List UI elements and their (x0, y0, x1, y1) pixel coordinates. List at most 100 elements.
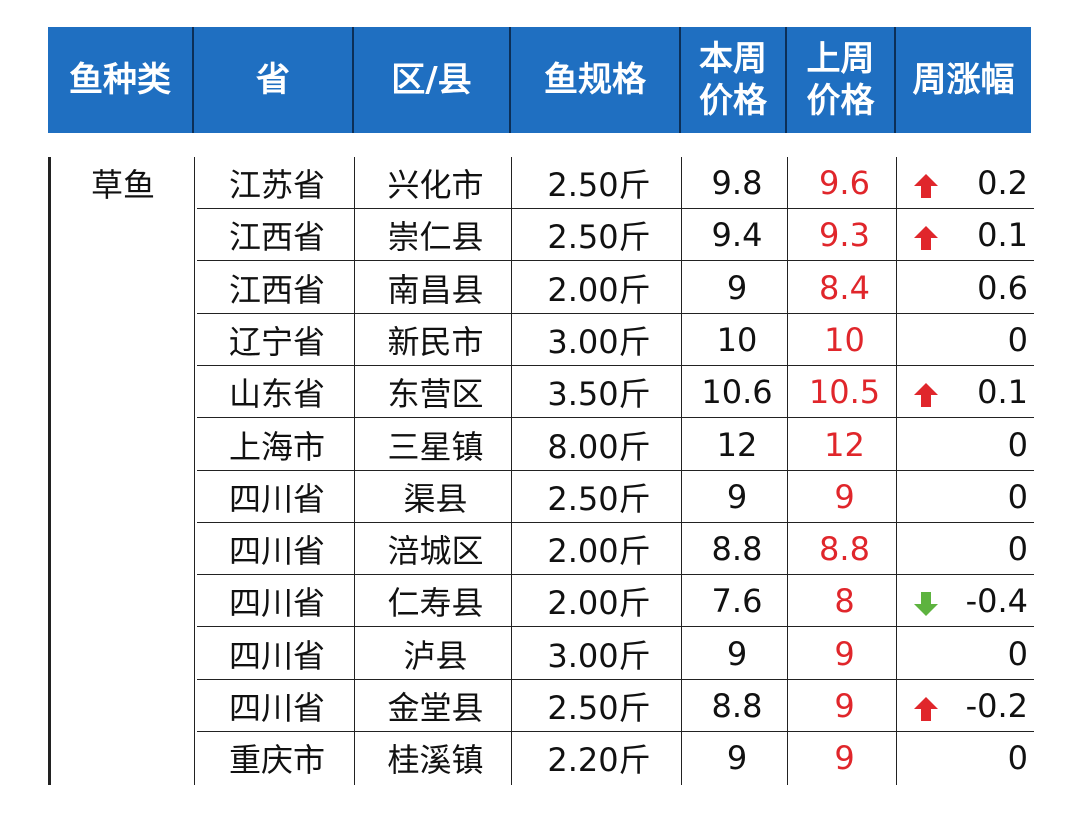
weekly-change-value: 0.6 (977, 268, 1028, 307)
weekly-change-cell: -0.2 (899, 680, 1034, 732)
district-cell: 渠县 (403, 479, 468, 518)
weekly-change-value: 0 (1007, 530, 1028, 569)
this-week-price-cell: 9.4 (711, 216, 763, 255)
weekly-change-cell: -0.4 (899, 575, 1034, 627)
table-row: 四川省 涪城区 2.00斤 8.8 8.8 0 (197, 523, 1034, 576)
last-week-price-cell: 9 (834, 739, 855, 778)
table-row: 重庆市 桂溪镇 2.20斤 9 9 0 (197, 732, 1034, 784)
row-divider (197, 731, 1034, 732)
weekly-change-cell: 0 (899, 732, 1034, 784)
spec-cell: 2.20斤 (547, 741, 651, 780)
spec-cell: 2.00斤 (547, 270, 651, 309)
weekly-change-cell: 0.6 (899, 262, 1034, 314)
weekly-change-value: 0 (1007, 477, 1028, 516)
last-week-price-cell: 10 (824, 320, 865, 359)
column-divider (194, 157, 195, 785)
row-divider (197, 312, 1034, 314)
table-row: 江西省 崇仁县 2.50斤 9.4 9.3 0.1 (197, 209, 1034, 262)
province-cell: 四川省 (228, 636, 325, 675)
row-divider (197, 417, 1034, 419)
this-week-price-cell: 10 (716, 320, 758, 359)
province-cell: 江苏省 (228, 166, 325, 204)
last-week-price-cell: 8 (834, 582, 855, 621)
district-cell: 桂溪镇 (387, 741, 484, 780)
province-cell: 四川省 (228, 479, 325, 518)
spec-cell: 3.00斤 (547, 322, 651, 361)
weekly-change-value: 0 (1007, 739, 1028, 778)
province-cell: 江西省 (228, 270, 325, 309)
spec-cell: 2.50斤 (547, 218, 651, 257)
this-week-price-cell: 8.8 (711, 530, 763, 569)
weekly-change-value: 0 (1007, 634, 1028, 673)
weekly-change-cell: 0 (899, 314, 1034, 366)
weekly-change-value: 0.1 (977, 373, 1028, 412)
weekly-change-cell: 0.1 (899, 366, 1034, 418)
weekly-change-cell: 0 (899, 419, 1034, 471)
district-cell: 东营区 (387, 375, 484, 414)
table-row: 四川省 泸县 3.00斤 9 9 0 (197, 628, 1034, 680)
column-divider (787, 157, 788, 785)
up-arrow-icon (913, 378, 939, 408)
district-cell: 南昌县 (387, 270, 484, 309)
weekly-change-cell: 0 (899, 523, 1034, 575)
table-row: 江苏省 兴化市 2.50斤 9.8 9.6 0.2 (197, 157, 1034, 209)
spec-cell: 2.00斤 (547, 584, 651, 623)
row-divider (197, 574, 1034, 576)
district-cell: 新民市 (387, 322, 484, 361)
province-cell: 重庆市 (228, 741, 325, 780)
last-week-price-cell: 9.3 (819, 216, 870, 255)
table-row: 山东省 东营区 3.50斤 10.6 10.5 0.1 (197, 366, 1034, 419)
this-week-price-cell: 9.8 (711, 164, 763, 202)
up-arrow-icon (913, 221, 939, 251)
spec-cell: 2.50斤 (547, 689, 651, 727)
spec-cell: 3.00斤 (547, 636, 651, 675)
province-cell: 上海市 (228, 427, 325, 466)
table-row: 辽宁省 新民市 3.00斤 10 10 0 (197, 314, 1034, 366)
table-row: 江西省 南昌县 2.00斤 9 8.4 0.6 (197, 262, 1034, 314)
row-divider (197, 469, 1034, 471)
spec-cell: 8.00斤 (547, 427, 651, 466)
district-cell: 兴化市 (387, 166, 484, 204)
this-week-price-cell: 9 (726, 739, 748, 778)
column-divider (354, 157, 355, 785)
spec-cell: 2.00斤 (547, 532, 651, 571)
district-cell: 涪城区 (387, 532, 484, 571)
last-week-price-cell: 12 (824, 425, 865, 464)
weekly-change-value: 0.2 (977, 164, 1028, 202)
row-divider (197, 260, 1034, 262)
province-cell: 四川省 (228, 584, 325, 623)
weekly-change-cell: 0.2 (899, 157, 1034, 209)
district-cell: 仁寿县 (387, 584, 484, 623)
header-fish-type: 鱼种类 (48, 27, 194, 133)
table-header: 鱼种类 省 区/县 鱼规格 本周 价格 上周 价格 周涨幅 (48, 27, 1031, 133)
weekly-change-cell: 0.1 (899, 209, 1034, 261)
up-arrow-icon (913, 169, 939, 198)
last-week-price-cell: 10.5 (808, 373, 881, 412)
table-row: 上海市 三星镇 8.00斤 12 12 0 (197, 419, 1034, 471)
this-week-price-cell: 9 (726, 477, 748, 516)
last-week-price-cell: 8.4 (819, 268, 870, 307)
last-week-price-cell: 9 (834, 477, 855, 516)
row-divider (197, 208, 1034, 209)
this-week-price-cell: 12 (716, 425, 758, 464)
weekly-change-value: -0.4 (965, 582, 1028, 621)
last-week-price-cell: 9 (834, 687, 855, 725)
table-row: 四川省 仁寿县 2.00斤 7.6 8 -0.4 (197, 575, 1034, 628)
header-spec: 鱼规格 (511, 27, 681, 133)
this-week-price-cell: 9 (726, 268, 748, 307)
weekly-change-value: 0.1 (977, 216, 1028, 255)
header-last-week-price: 上周 价格 (787, 27, 896, 133)
this-week-price-cell: 9 (726, 634, 748, 673)
last-week-price-cell: 9 (834, 634, 855, 673)
header-this-week-price: 本周 价格 (681, 27, 787, 133)
header-weekly-change: 周涨幅 (912, 60, 1015, 100)
last-week-price-cell: 8.8 (819, 530, 870, 569)
row-divider (197, 521, 1034, 523)
row-divider (197, 364, 1034, 366)
up-arrow-icon (913, 692, 939, 721)
down-arrow-icon (913, 587, 939, 617)
province-cell: 四川省 (228, 532, 325, 571)
province-cell: 江西省 (228, 218, 325, 257)
weekly-change-cell: 0 (899, 471, 1034, 523)
this-week-price-cell: 8.8 (711, 687, 763, 725)
